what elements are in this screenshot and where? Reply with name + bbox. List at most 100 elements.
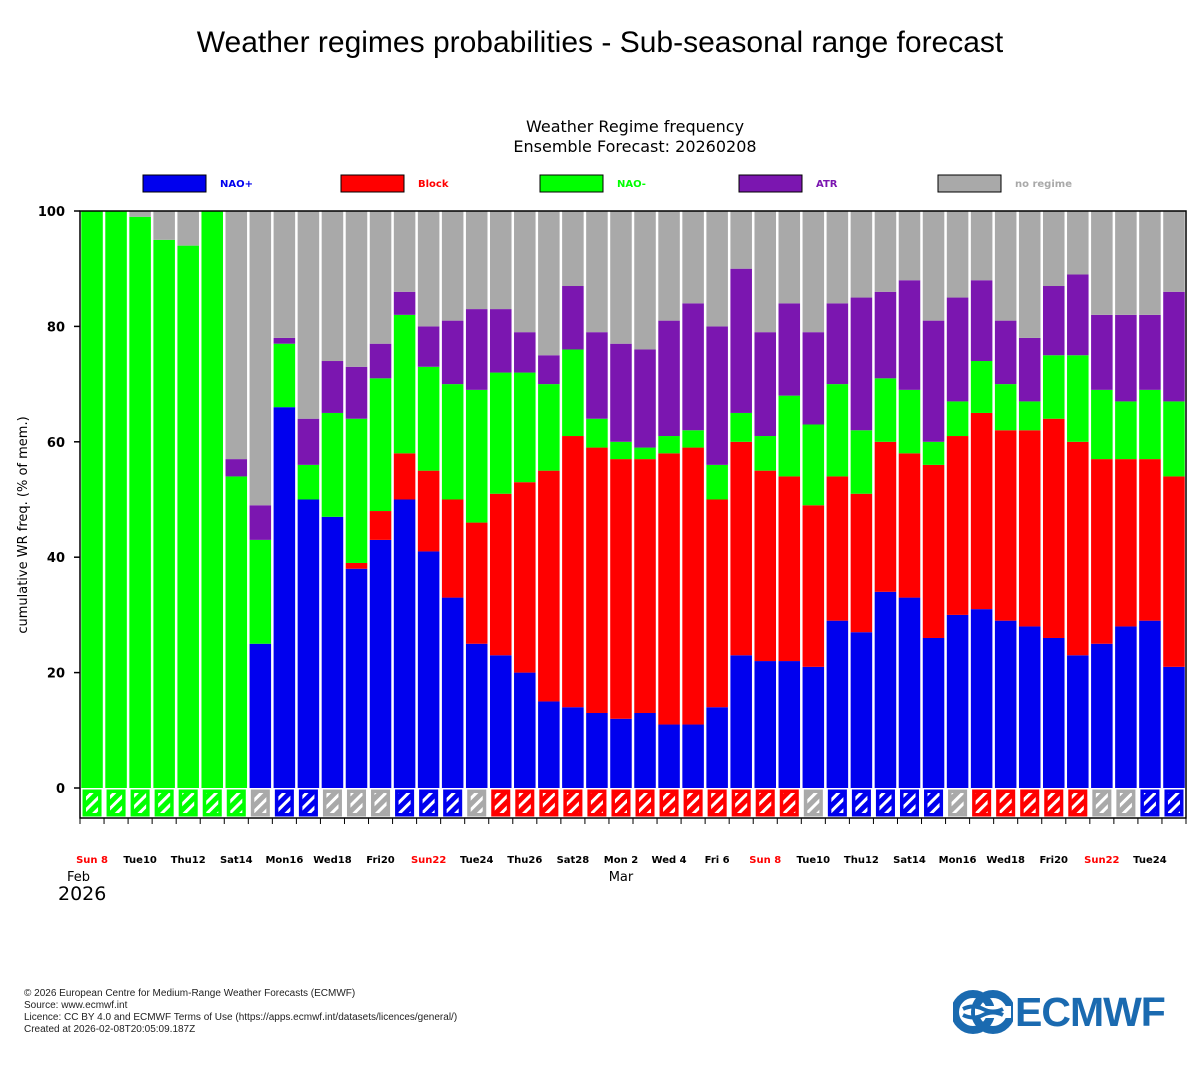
dominant-regime-hatch (711, 793, 724, 813)
bar-segment-atr (514, 332, 536, 373)
dominant-regime-hatch (566, 793, 579, 813)
bar-segment-no-regime (706, 211, 728, 327)
bar-segment-atr (610, 343, 632, 442)
x-tick-label: Tue10 (797, 855, 831, 866)
bar-segment-atr (417, 326, 440, 367)
ecmwf-logo-icon (953, 990, 1013, 1034)
created-line: Created at 2026-02-08T20:05:09.187Z (24, 1024, 196, 1035)
bar-segment-atr (225, 459, 248, 477)
bar-segment-nao- (586, 712, 608, 788)
bar-segment-no-regime (826, 211, 849, 304)
bar-segment-block (1067, 441, 1089, 656)
bar-segment-atr (369, 343, 392, 379)
dominant-regime-hatch (999, 793, 1012, 813)
dominant-regime-hatch (1047, 793, 1060, 813)
bar-segment-nao- (1139, 620, 1161, 788)
x-year-label: 2026 (58, 883, 106, 905)
bar-segment-atr (1042, 286, 1065, 356)
bar-segment-nao- (922, 637, 945, 788)
legend-swatch-no-regime (937, 174, 1002, 193)
dominant-regime-hatch (614, 793, 627, 813)
bar-segment-nao- (1091, 389, 1113, 460)
bar-segment-nao- (874, 378, 897, 442)
bar-segment-nao- (321, 516, 344, 788)
bar-segment-nao- (465, 389, 488, 523)
bar-segment-nao- (778, 395, 801, 477)
bar-segment-atr (826, 303, 849, 385)
bar-segment-no-regime (610, 211, 632, 344)
bar-segment-atr (658, 320, 680, 437)
bar-segment-atr (1163, 291, 1185, 402)
bar-segment-no-regime (297, 211, 320, 419)
bar-segment-no-regime (802, 211, 825, 333)
chart-bars (80, 211, 1186, 818)
x-tick-label: Wed18 (986, 855, 1025, 866)
bar-segment-nao- (369, 378, 392, 512)
y-tick-label: 40 (47, 551, 65, 566)
bar-segment-no-regime (1042, 211, 1065, 287)
bar-segment-nao- (273, 343, 296, 408)
bar-segment-block (441, 499, 464, 598)
x-tick-label: Fri20 (1040, 855, 1069, 866)
bar-segment-nao- (994, 384, 1017, 431)
x-tick-label: Sun 8 (749, 855, 781, 866)
bar-segment-nao- (754, 661, 777, 788)
bar-segment-block (1091, 459, 1113, 644)
dominant-regime-hatch (1143, 793, 1156, 813)
bar-segment-atr (273, 337, 296, 344)
bar-segment-block (994, 430, 1017, 621)
bar-segment-atr (393, 291, 416, 315)
bar-segment-atr (321, 361, 344, 413)
dominant-regime-hatch (1071, 793, 1084, 813)
y-axis-label: cumulative WR freq. (% of mem.) (16, 416, 31, 633)
bar-segment-atr (1091, 314, 1113, 390)
source-line: Source: www.ecmwf.int (24, 1000, 128, 1011)
bar-segment-nao- (730, 412, 752, 442)
bar-segment-no-regime (850, 211, 873, 298)
x-month-label: Feb (67, 870, 90, 885)
bar-segment-nao- (1115, 626, 1137, 788)
bar-segment-nao- (1067, 655, 1089, 788)
x-tick-label: Sat28 (557, 855, 590, 866)
bar-segment-nao- (417, 551, 440, 788)
x-tick-label: Sun22 (1084, 855, 1119, 866)
bar-segment-atr (778, 303, 801, 396)
legend-label-no-regime: no regime (1015, 179, 1072, 190)
x-tick-label: Sun22 (411, 855, 446, 866)
bar-segment-nao- (345, 568, 368, 788)
bar-segment-nao- (225, 476, 248, 788)
bar-segment-block (562, 436, 584, 708)
bar-segment-nao- (994, 620, 1017, 788)
bar-segment-block (778, 476, 801, 662)
bar-segment-nao- (874, 591, 897, 788)
bar-segment-nao- (586, 418, 608, 448)
bar-segment-block (658, 453, 680, 725)
bar-segment-nao- (1018, 626, 1041, 788)
ecmwf-logo-text: ECMWF (1015, 989, 1166, 1035)
dominant-regime-hatch (639, 793, 652, 813)
bar-segment-atr (1018, 337, 1041, 402)
bar-segment-nao- (1042, 355, 1065, 419)
dominant-regime-hatch (855, 793, 868, 813)
bar-segment-nao- (105, 211, 127, 788)
legend-label-atr: ATR (816, 179, 838, 190)
bar-segment-block (538, 470, 560, 702)
bar-segment-no-regime (1115, 211, 1137, 315)
bar-segment-block (514, 482, 536, 673)
bar-segment-nao- (514, 672, 536, 788)
bar-segment-nao- (273, 407, 296, 788)
bar-segment-atr (850, 297, 873, 431)
y-tick-label: 100 (38, 205, 65, 220)
bar-segment-nao- (81, 211, 103, 788)
bar-segment-no-regime (874, 211, 897, 292)
bar-segment-atr (946, 297, 969, 402)
x-tick-label: Thu26 (507, 855, 542, 866)
bar-segment-no-regime (441, 211, 464, 321)
bar-segment-nao- (778, 661, 801, 788)
bar-segment-nao- (658, 724, 680, 788)
bar-segment-no-regime (225, 211, 248, 460)
dominant-regime-hatch (494, 793, 507, 813)
bar-segment-no-regime (562, 211, 584, 287)
y-tick-label: 0 (56, 782, 65, 797)
bar-segment-block (610, 459, 632, 719)
